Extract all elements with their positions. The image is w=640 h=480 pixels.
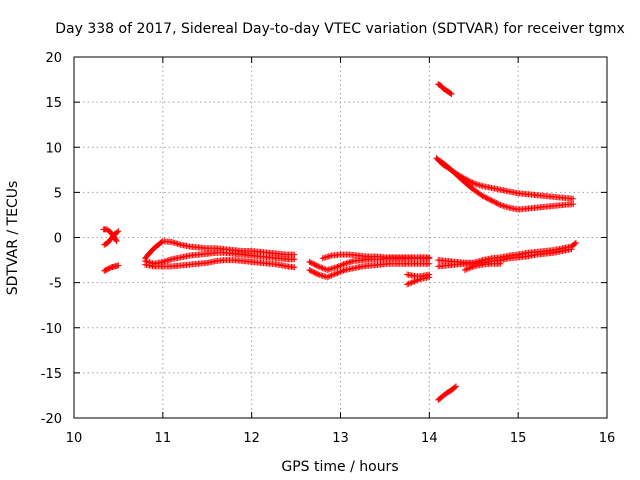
y-tick-label: -10 xyxy=(41,322,62,337)
data-point xyxy=(444,163,458,177)
data-series xyxy=(319,251,433,262)
y-tick-label: -5 xyxy=(49,277,62,292)
data-series xyxy=(435,383,459,403)
axis-ticks: 10 11 12 13 14 15 16 -20 -15 -10 -5 0 5 10 15 20 xyxy=(41,51,616,446)
data-series xyxy=(435,246,575,270)
data-series xyxy=(101,262,122,274)
data-point xyxy=(572,239,579,246)
data-point xyxy=(413,276,422,284)
data-point xyxy=(453,383,459,390)
data-point xyxy=(448,384,458,393)
data-point xyxy=(453,171,467,185)
data-point xyxy=(426,271,433,278)
data-point xyxy=(421,271,431,279)
data-point xyxy=(568,246,575,253)
data-point xyxy=(111,262,121,270)
data-point xyxy=(151,239,165,252)
data-point xyxy=(488,197,503,208)
data-series xyxy=(142,257,298,271)
data-point xyxy=(426,254,433,261)
plot-frame xyxy=(73,56,608,419)
data-point xyxy=(444,387,454,396)
x-tick-label: 13 xyxy=(332,431,349,446)
data-point xyxy=(461,264,476,273)
data-point xyxy=(291,256,298,263)
data-point xyxy=(115,262,122,269)
data-series xyxy=(435,81,455,97)
data-point xyxy=(426,260,433,267)
data-point xyxy=(461,179,476,192)
chart-title: Day 338 of 2017, Sidereal Day-to-day VTE… xyxy=(55,21,625,37)
data-series xyxy=(437,157,577,213)
grid xyxy=(74,57,607,418)
data-point xyxy=(497,260,504,267)
data-point xyxy=(104,236,114,246)
x-tick-label: 15 xyxy=(510,431,527,446)
data-point xyxy=(570,195,577,202)
data-series xyxy=(404,271,433,280)
x-tick-label: 10 xyxy=(66,431,83,446)
y-tick-label: 15 xyxy=(45,96,62,111)
data-point xyxy=(333,267,347,277)
data-point xyxy=(101,240,110,248)
data-series xyxy=(306,260,433,281)
data-point xyxy=(417,272,427,280)
y-axis-label: SDTVAR / TECUs xyxy=(5,181,21,296)
data-point xyxy=(470,186,485,199)
data-point xyxy=(111,229,121,237)
x-tick-label: 12 xyxy=(243,431,260,446)
data-point xyxy=(291,264,298,271)
x-axis-label: GPS time / hours xyxy=(281,459,398,475)
y-tick-label: -15 xyxy=(41,367,62,382)
y-tick-label: 0 xyxy=(54,232,62,247)
data-point xyxy=(479,193,494,203)
y-tick-label: -20 xyxy=(41,412,62,427)
data-point xyxy=(108,232,117,242)
y-tick-label: 5 xyxy=(54,186,62,201)
data-point xyxy=(324,271,338,281)
data-point xyxy=(440,85,449,93)
data-point xyxy=(443,87,451,95)
data-point xyxy=(408,278,418,286)
data-point xyxy=(408,272,418,279)
data-point xyxy=(103,226,113,235)
x-tick-label: 16 xyxy=(599,431,616,446)
data-series xyxy=(101,228,122,248)
data-point xyxy=(333,261,347,271)
data-series xyxy=(461,260,504,273)
data-point xyxy=(437,157,449,169)
data-point xyxy=(404,271,414,279)
data-points xyxy=(100,81,579,403)
y-tick-label: 10 xyxy=(45,141,62,156)
data-point xyxy=(101,266,110,274)
data-point xyxy=(437,82,446,91)
data-point xyxy=(435,394,445,403)
data-point xyxy=(570,201,577,208)
y-tick-label: 20 xyxy=(45,51,62,66)
data-point xyxy=(439,390,449,400)
data-point xyxy=(108,263,117,271)
data-point xyxy=(461,175,476,186)
data-point xyxy=(404,280,414,288)
data-series xyxy=(142,238,298,262)
x-tick-label: 14 xyxy=(421,431,438,446)
data-point xyxy=(435,81,443,89)
data-point xyxy=(445,89,454,97)
data-point xyxy=(113,238,120,245)
data-point xyxy=(115,228,122,235)
data-point xyxy=(104,264,114,273)
data-point xyxy=(448,91,455,97)
data-point xyxy=(306,267,320,277)
x-tick-label: 11 xyxy=(155,431,172,446)
data-point xyxy=(306,258,320,269)
